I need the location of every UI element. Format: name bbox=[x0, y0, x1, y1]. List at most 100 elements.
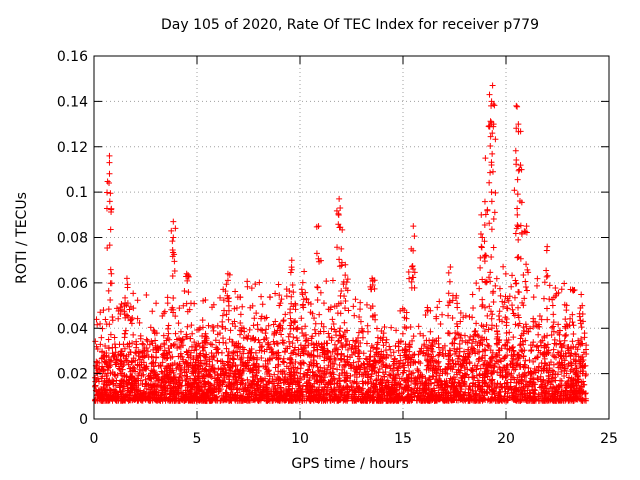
data-point bbox=[199, 344, 206, 351]
data-point bbox=[475, 356, 482, 363]
data-point bbox=[233, 378, 240, 385]
data-point bbox=[309, 310, 316, 317]
data-point bbox=[563, 307, 570, 314]
data-point bbox=[112, 382, 119, 389]
data-point bbox=[181, 288, 188, 295]
data-point bbox=[398, 395, 405, 402]
data-point bbox=[93, 316, 100, 323]
data-point bbox=[522, 357, 529, 364]
data-point bbox=[148, 360, 155, 367]
data-point bbox=[550, 346, 557, 353]
data-point bbox=[214, 357, 221, 364]
data-point bbox=[202, 296, 209, 303]
data-point bbox=[331, 341, 338, 348]
data-point bbox=[406, 341, 413, 348]
data-point bbox=[490, 215, 497, 222]
data-point bbox=[267, 355, 274, 362]
data-point bbox=[264, 341, 271, 348]
data-point bbox=[563, 331, 570, 338]
data-point bbox=[182, 396, 189, 403]
data-point bbox=[202, 366, 209, 373]
data-point bbox=[239, 368, 246, 375]
data-point bbox=[489, 130, 496, 137]
data-point bbox=[530, 389, 537, 396]
data-point bbox=[561, 301, 568, 308]
data-point bbox=[530, 397, 537, 404]
data-point bbox=[139, 340, 146, 347]
data-point bbox=[105, 336, 112, 343]
data-point bbox=[209, 356, 216, 363]
data-point bbox=[406, 375, 413, 382]
data-point bbox=[128, 316, 135, 323]
data-point bbox=[220, 370, 227, 377]
data-point bbox=[337, 205, 344, 212]
data-point bbox=[104, 245, 111, 252]
data-point bbox=[475, 333, 482, 340]
data-point bbox=[124, 357, 131, 364]
data-point bbox=[364, 374, 371, 381]
data-point bbox=[320, 300, 327, 307]
data-point bbox=[264, 384, 271, 391]
data-point bbox=[339, 226, 346, 233]
data-point bbox=[528, 346, 535, 353]
data-point bbox=[501, 380, 508, 387]
data-point bbox=[546, 385, 553, 392]
data-point bbox=[572, 350, 579, 357]
data-point bbox=[182, 387, 189, 394]
data-point bbox=[285, 381, 292, 388]
data-point bbox=[97, 309, 104, 316]
data-point bbox=[363, 371, 370, 378]
data-point bbox=[555, 382, 562, 389]
data-point bbox=[187, 335, 194, 342]
data-point bbox=[461, 379, 468, 386]
data-point bbox=[489, 168, 496, 175]
data-point bbox=[357, 299, 364, 306]
data-point bbox=[362, 355, 369, 362]
data-point bbox=[344, 395, 351, 402]
data-point bbox=[210, 324, 217, 331]
data-point bbox=[494, 369, 501, 376]
data-point bbox=[479, 334, 486, 341]
data-point bbox=[519, 371, 526, 378]
data-point bbox=[434, 304, 441, 311]
data-point bbox=[522, 278, 529, 285]
data-point bbox=[521, 295, 528, 302]
data-point bbox=[483, 366, 490, 373]
data-point bbox=[491, 102, 498, 109]
data-point bbox=[311, 360, 318, 367]
data-point bbox=[266, 370, 273, 377]
data-point bbox=[361, 397, 368, 404]
data-point bbox=[334, 396, 341, 403]
data-point bbox=[122, 294, 129, 301]
data-point bbox=[229, 338, 236, 345]
data-point bbox=[327, 353, 334, 360]
data-point bbox=[490, 101, 497, 108]
data-point bbox=[333, 391, 340, 398]
data-point bbox=[209, 341, 216, 348]
data-point bbox=[321, 357, 328, 364]
data-point bbox=[280, 358, 287, 365]
data-point bbox=[181, 369, 188, 376]
data-point bbox=[219, 358, 226, 365]
data-point bbox=[520, 383, 527, 390]
data-point bbox=[376, 394, 383, 401]
data-point bbox=[457, 318, 464, 325]
data-point bbox=[488, 226, 495, 233]
data-point bbox=[524, 287, 531, 294]
data-point bbox=[344, 353, 351, 360]
data-point bbox=[128, 380, 135, 387]
data-point bbox=[180, 358, 187, 365]
data-point bbox=[294, 324, 301, 331]
data-point bbox=[547, 392, 554, 399]
data-point bbox=[380, 334, 387, 341]
data-point bbox=[179, 336, 186, 343]
data-point bbox=[483, 336, 490, 343]
data-point bbox=[568, 375, 575, 382]
data-point bbox=[583, 397, 590, 404]
data-point bbox=[552, 284, 559, 291]
data-point bbox=[344, 359, 351, 366]
data-point bbox=[419, 379, 426, 386]
data-point bbox=[169, 246, 176, 253]
data-point bbox=[344, 337, 351, 344]
data-point bbox=[106, 321, 113, 328]
